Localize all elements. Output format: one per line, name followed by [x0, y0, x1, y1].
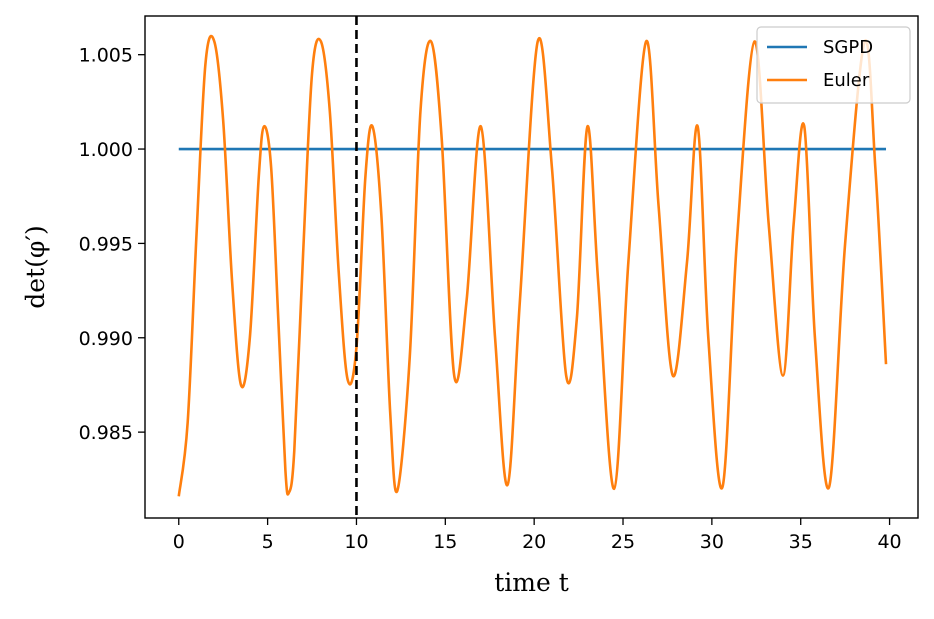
legend: SGPD Euler [756, 26, 911, 104]
x-axis-label: time t [494, 568, 569, 597]
y-tick-label: 0.995 [79, 233, 133, 255]
x-tick-label: 20 [522, 531, 546, 553]
y-tick-label: 0.985 [79, 422, 133, 444]
x-tick-label: 30 [700, 531, 724, 553]
legend-label-euler: Euler [823, 70, 870, 91]
y-axis-label: det(φ′) [21, 225, 50, 309]
y-tick-label: 1.000 [79, 139, 133, 161]
ticks-layer: 0 5 10 15 20 25 30 35 40 0.985 0.990 0.995 1.000 1.00… [79, 45, 902, 553]
x-tick-label: 10 [344, 531, 368, 553]
plot-frame [144, 15, 919, 519]
x-tick-label: 25 [611, 531, 635, 553]
x-tick-label: 40 [877, 531, 901, 553]
y-tick-label: 1.005 [79, 45, 133, 67]
axis-labels-layer: time t det(φ′) [21, 225, 569, 597]
x-tick-label: 5 [262, 531, 274, 553]
legend-label-sgpd: SGPD [823, 37, 873, 58]
axes-frame [144, 15, 919, 519]
x-tick-label: 35 [789, 531, 813, 553]
y-tick-label: 0.990 [79, 328, 133, 350]
x-tick-label: 15 [433, 531, 457, 553]
x-tick-label: 0 [173, 531, 185, 553]
